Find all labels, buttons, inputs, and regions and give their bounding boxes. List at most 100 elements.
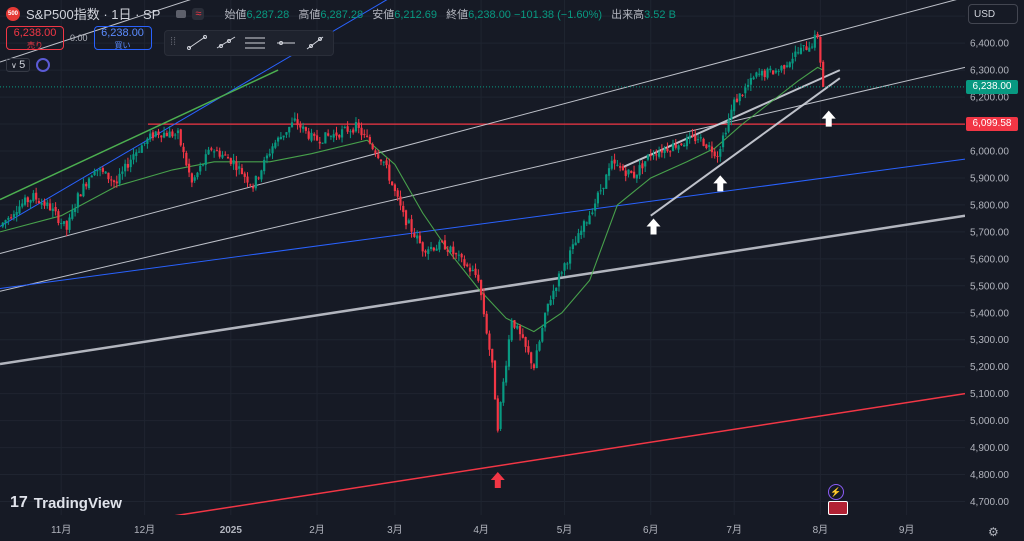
info-line-tool-icon[interactable]: [306, 36, 324, 50]
buy-button[interactable]: 6,238.00 買い: [93, 26, 152, 50]
x-tick-label: 2025: [220, 525, 243, 536]
candle-body: [424, 250, 427, 253]
candle-body: [805, 46, 808, 50]
trend-line-tool-icon[interactable]: [187, 35, 207, 50]
candle-body: [574, 242, 577, 246]
candle-body: [794, 51, 797, 57]
candle-body: [733, 99, 736, 112]
candle-body: [343, 126, 346, 128]
candle-body: [502, 381, 505, 403]
candle-body: [532, 364, 536, 369]
candle-body: [471, 270, 474, 272]
candle-body: [279, 136, 282, 140]
drag-handle-icon[interactable]: ⁞⁞: [170, 36, 177, 48]
candle-body: [1, 222, 4, 227]
sync-icon[interactable]: [36, 58, 51, 72]
candle-body: [563, 263, 566, 271]
candle-body: [671, 143, 675, 152]
candle-body: [480, 280, 483, 296]
settings-gear-icon[interactable]: ⚙: [988, 525, 999, 539]
sell-button[interactable]: 6,238.00 売り: [6, 26, 64, 50]
x-tick-label: 6月: [643, 524, 659, 536]
candle-body: [240, 168, 244, 175]
candle-body: [121, 171, 124, 174]
y-tick-label: 6,200.00: [970, 93, 1009, 104]
candle-body: [174, 134, 177, 136]
ray-tool-icon[interactable]: [216, 36, 236, 49]
us-flag-icon[interactable]: [828, 501, 848, 515]
candle-body: [499, 401, 502, 429]
symbol-title[interactable]: S&P500指数 · 1日 · SP: [26, 7, 161, 22]
candle-body: [157, 131, 160, 135]
candle-body: [374, 150, 377, 154]
candle-body: [588, 215, 591, 225]
candle-body: [162, 132, 166, 138]
candle-body: [485, 313, 488, 334]
candle-body: [363, 133, 366, 135]
y-tick-label: 5,700.00: [970, 227, 1009, 238]
last-price-tag: 6,238.00: [966, 79, 1018, 94]
parallel-channel-tool-icon[interactable]: [245, 37, 265, 49]
candle-body: [26, 197, 29, 203]
candle-body: [766, 68, 769, 78]
candle-body: [37, 200, 41, 204]
candle-body: [630, 170, 633, 173]
y-tick-label: 6,000.00: [970, 146, 1009, 157]
candle-body: [632, 171, 636, 178]
horizontal-line-tool-icon[interactable]: [277, 41, 295, 45]
trend-line: [0, 69, 279, 201]
candle-body: [518, 325, 522, 335]
candle-body: [379, 159, 383, 162]
candle-body: [441, 241, 444, 243]
candle-body: [199, 165, 202, 172]
candle-body: [23, 197, 27, 205]
candle-body: [310, 132, 313, 141]
candle-body: [402, 205, 405, 213]
y-tick-label: 5,100.00: [970, 389, 1009, 400]
candle-body: [599, 190, 602, 192]
ohlc-values: 始値6,287.28 高値6,287.28 安値6,212.69 終値6,238…: [224, 8, 676, 21]
candle-body: [285, 132, 288, 135]
y-tick-label: 5,800.00: [970, 200, 1009, 211]
candle-body: [582, 221, 586, 232]
candle-body: [349, 131, 352, 133]
candle-body: [819, 36, 822, 63]
candle-body: [708, 145, 711, 148]
candle-body: [238, 166, 241, 169]
candle-body: [657, 151, 661, 157]
candle-body: [452, 246, 455, 255]
event-bolt-icon[interactable]: ⚡: [828, 484, 844, 500]
candle-body: [140, 145, 143, 153]
candle-body: [407, 220, 410, 224]
candle-body: [243, 173, 246, 177]
x-tick-label: 12月: [134, 524, 155, 536]
arrow-up-icon: [821, 110, 836, 127]
candle-body: [62, 221, 66, 224]
candle-body: [51, 208, 54, 212]
x-tick-label: 8月: [813, 524, 829, 536]
candle-body: [463, 259, 466, 266]
candle-body: [382, 161, 385, 163]
candle-body: [107, 172, 110, 180]
approx-icon[interactable]: ≈: [192, 7, 205, 20]
candle-body: [179, 129, 182, 146]
candle-body: [507, 339, 511, 367]
indicator-row: ∨ 5: [6, 58, 51, 72]
candle-body: [171, 131, 174, 137]
candle-body: [713, 151, 716, 157]
candle-body: [188, 163, 191, 173]
candle-body: [724, 132, 727, 135]
candle-body: [749, 78, 752, 85]
candle-body: [772, 70, 775, 75]
candle-body: [569, 250, 572, 264]
candle-body: [566, 263, 569, 265]
visibility-toggle-icon[interactable]: [176, 9, 187, 18]
candle-body: [769, 68, 772, 71]
candle-body: [429, 246, 433, 250]
indicator-count[interactable]: ∨ 5: [6, 58, 31, 72]
candle-body: [488, 333, 491, 350]
candle-body: [29, 200, 32, 203]
currency-selector[interactable]: USD: [968, 4, 1018, 24]
candle-body: [4, 220, 7, 223]
